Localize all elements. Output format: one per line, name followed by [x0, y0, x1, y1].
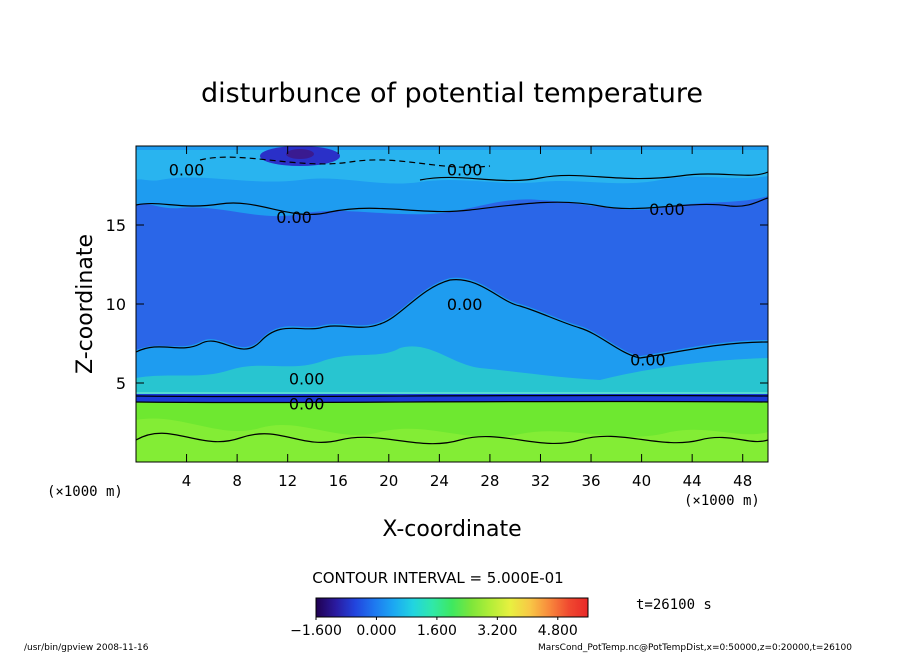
colorbar-tick-label: 4.800	[538, 623, 578, 639]
x-tick-label: 4	[182, 472, 192, 490]
x-tick-label: 20	[379, 472, 398, 490]
x-tick-label: 36	[581, 472, 600, 490]
x-unit-right: (×1000 m)	[684, 493, 760, 509]
contour-line-top	[419, 171, 768, 182]
colorbar: −1.600 0.000 1.600 3.200 4.800	[290, 597, 589, 639]
contour-value-label: 0.00	[447, 161, 483, 180]
y-axis-label: Z-coordinate	[73, 234, 98, 374]
contour-line-upper-dash	[199, 156, 491, 168]
contour-labels: 0.00 0.00 0.00 0.00 0.00 0.00 0.00 0.00	[169, 161, 685, 414]
contour-line-plume	[136, 279, 768, 359]
contour-line-upper	[136, 197, 768, 216]
x-tick-label: 32	[531, 472, 550, 490]
colorbar-tick-label: 0.000	[356, 623, 396, 639]
colorbar-ticks: −1.600 0.000 1.600 3.200 4.800	[290, 617, 578, 639]
x-tick-label: 28	[480, 472, 499, 490]
contour-line-boundary	[136, 394, 768, 398]
x-tick-label: 8	[232, 472, 242, 490]
footer-left: /usr/bin/gpview 2008-11-16	[24, 643, 149, 653]
footer-right: MarsCond_PotTemp.nc@PotTempDist,x=0:5000…	[538, 643, 852, 653]
contour-value-label: 0.00	[447, 295, 483, 314]
x-axis-ticks: 4 8 12 16 20 24 28 32 36 40 44 48	[182, 146, 752, 490]
y-tick-label: 10	[106, 295, 126, 314]
contour-line-boundary-2	[136, 400, 768, 404]
colorbar-tick-label: 1.600	[417, 623, 457, 639]
field-mid-plumes	[136, 277, 768, 392]
colorbar-tick-label: −1.600	[290, 623, 342, 639]
x-unit-left: (×1000 m)	[47, 484, 123, 500]
field-inversion-band	[136, 394, 768, 402]
plot-area	[136, 146, 768, 462]
contour-line-low	[136, 432, 768, 445]
chart-title: disturbunce of potential temperature	[201, 78, 703, 109]
contour-interval-label: CONTOUR INTERVAL = 5.000E-01	[312, 569, 563, 587]
contour-value-label: 0.00	[276, 208, 312, 227]
x-tick-label: 40	[632, 472, 651, 490]
contour-value-label: 0.00	[169, 161, 205, 180]
contour-lines	[136, 156, 768, 445]
contour-value-label: 0.00	[289, 369, 325, 388]
contour-value-label: 0.00	[289, 395, 325, 414]
x-axis-label: X-coordinate	[382, 517, 521, 542]
field-deep-pocket-core	[286, 149, 314, 159]
y-axis-ticks: 5 10 15	[106, 216, 768, 393]
time-label: t=26100 s	[636, 597, 712, 613]
field-mid-plumes-teal	[136, 346, 768, 394]
x-tick-label: 12	[278, 472, 297, 490]
x-tick-label: 16	[329, 472, 348, 490]
field-boundary-layer-light	[136, 418, 768, 462]
x-tick-label: 24	[430, 472, 449, 490]
colorbar-tick-label: 3.200	[477, 623, 517, 639]
y-tick-label: 15	[106, 216, 126, 235]
contour-value-label: 0.00	[649, 200, 685, 219]
colorbar-strip	[315, 597, 589, 618]
contour-value-label: 0.00	[630, 350, 666, 369]
x-tick-label: 44	[683, 472, 702, 490]
y-tick-label: 5	[116, 374, 126, 393]
x-tick-label: 48	[733, 472, 752, 490]
